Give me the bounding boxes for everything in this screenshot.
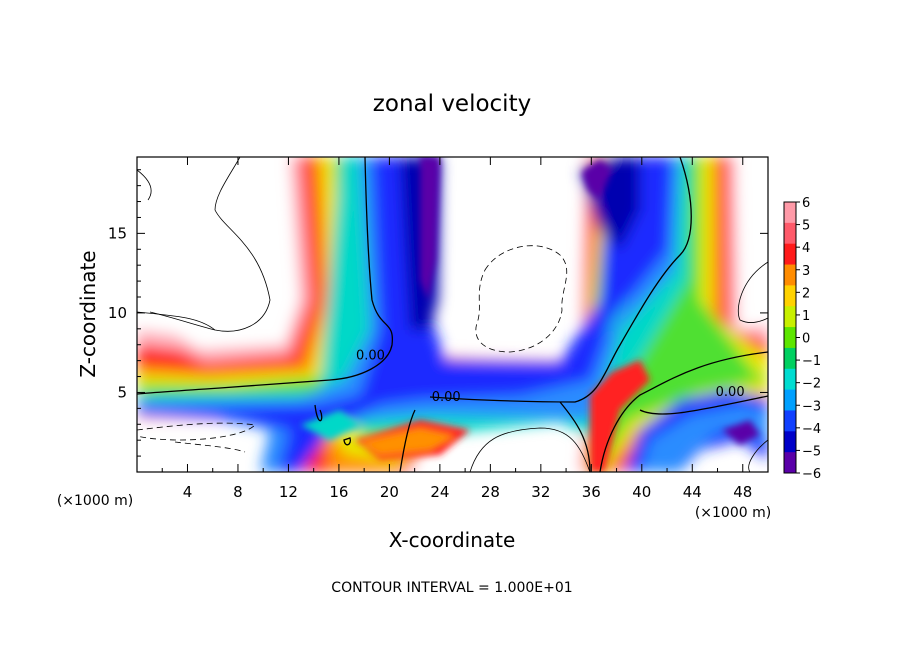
x-unit-right: (×1000 m) <box>695 505 771 521</box>
colorbar-swatch <box>784 389 796 411</box>
colorbar-tick-label: −6 <box>802 467 821 482</box>
colorbar-tick-label: 4 <box>802 241 810 256</box>
contour-label: 0.00 <box>716 385 745 400</box>
thin-contours <box>137 157 768 472</box>
plot-field <box>137 157 768 472</box>
x-axis: 4 8 12 16 20 24 28 32 36 40 44 48 <box>161 157 752 501</box>
colorbar-tick-label: 2 <box>802 286 810 301</box>
colorbar-tick-label: 1 <box>802 309 810 324</box>
colorbar-swatch <box>784 202 796 224</box>
colorbar-swatch <box>784 285 796 307</box>
contour-label: 0.00 <box>356 348 385 363</box>
y-tick-label: 10 <box>108 304 127 322</box>
x-tick-label: 28 <box>481 483 500 501</box>
x-axis-label: X-coordinate <box>389 528 516 552</box>
y-axis: 5 10 15 <box>108 169 768 457</box>
dashed-contours <box>137 245 568 453</box>
y-tick-label: 15 <box>108 224 127 242</box>
contour-label: 0.00 <box>432 390 461 405</box>
colorbar-swatch <box>784 410 796 432</box>
plot-frame <box>136 156 769 473</box>
x-tick-label: 40 <box>632 483 651 501</box>
y-tick-label: 5 <box>117 383 127 401</box>
x-tick-label: 8 <box>233 483 243 501</box>
chart-title: zonal velocity <box>373 91 531 117</box>
colorbar-tick-label: −1 <box>802 354 821 369</box>
colorbar-swatch <box>784 452 796 474</box>
colorbar-swatch <box>784 327 796 349</box>
colorbar-tick-label: −2 <box>802 377 821 392</box>
colorbar-tick-label: −5 <box>802 444 821 459</box>
x-tick-label: 4 <box>183 483 193 501</box>
contour-lines <box>137 157 768 472</box>
x-tick-label: 16 <box>329 483 348 501</box>
contour-interval-note: CONTOUR INTERVAL = 1.000E+01 <box>331 580 572 596</box>
velocity-accents <box>300 157 760 472</box>
x-tick-label: 32 <box>531 483 550 501</box>
colorbar-tick-label: 5 <box>802 219 810 234</box>
x-tick-label: 20 <box>380 483 399 501</box>
colorbar-swatch <box>784 222 796 245</box>
x-tick-label: 48 <box>733 483 752 501</box>
colorbar-tick-label: 6 <box>802 196 810 211</box>
colorbar-tick-label: 0 <box>802 332 810 347</box>
colorbar-swatch <box>784 243 796 266</box>
colorbar-swatch <box>784 306 796 328</box>
colorbar-tick-label: −3 <box>802 399 821 414</box>
x-unit-left: (×1000 m) <box>57 493 133 509</box>
colorbar-swatch <box>784 431 796 453</box>
x-tick-label: 24 <box>430 483 449 501</box>
colorbar-tick-label: −4 <box>802 422 821 437</box>
colorbar: 6 5 4 3 2 1 0 −1 −2 −3 −4 −5 −6 <box>783 196 821 482</box>
y-axis-label: Z-coordinate <box>76 250 100 377</box>
contour-label-layer: 0.00 0.00 0.00 <box>356 348 745 405</box>
colorbar-tick-label: 3 <box>802 264 810 279</box>
x-tick-label: 36 <box>582 483 601 501</box>
x-tick-label: 12 <box>279 483 298 501</box>
x-tick-label: 44 <box>683 483 702 501</box>
colorbar-swatch <box>784 347 796 370</box>
colorbar-swatch <box>784 264 796 286</box>
colorbar-swatch <box>784 368 796 391</box>
